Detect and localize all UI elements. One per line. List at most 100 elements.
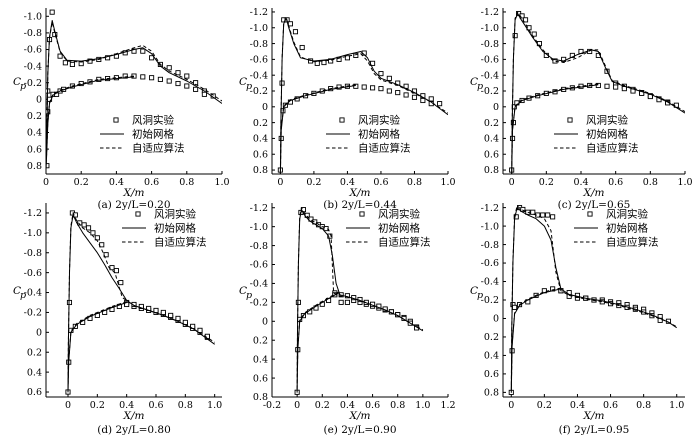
chart-panel-5: -1.2-1.0-0.8-0.6-0.4-0.200.20.40.60.8-0.…: [239, 203, 456, 436]
experiment-point: [376, 303, 382, 309]
x-tick-label: 0: [65, 400, 71, 411]
x-axis-label: X/m: [349, 187, 371, 199]
y-tick-label: -1.2: [481, 203, 499, 214]
experiment-point: [428, 96, 434, 102]
y-tick-label: 0: [36, 328, 42, 339]
experiment-point: [378, 86, 384, 92]
legend-label-experiment: 风洞实验: [378, 208, 420, 221]
legend-label-experiment: 风洞实验: [154, 208, 196, 221]
x-axis-label: X/m: [583, 187, 605, 199]
experiment-point: [46, 109, 51, 115]
y-axis-label: C: [13, 285, 21, 297]
plot-area: [508, 205, 677, 395]
x-tick-label: 0.6: [373, 177, 388, 188]
x-tick-label: -0.2: [263, 400, 281, 411]
legend-marker-experiment: [359, 211, 365, 217]
y-tick-label: 0.6: [253, 373, 268, 384]
legend-label-adaptive: 自适应算法: [132, 142, 185, 155]
experiment-point: [420, 97, 426, 104]
experiment-point: [94, 235, 100, 241]
experiment-point: [550, 214, 556, 220]
experiment-point: [512, 33, 518, 39]
experiment-point: [540, 212, 546, 218]
legend-label-initial: 初始网格: [378, 222, 420, 235]
experiment-point: [344, 299, 350, 305]
y-axis-label: C: [470, 285, 478, 297]
legend-marker-experiment: [113, 117, 119, 123]
experiment-point: [149, 55, 155, 61]
y-tick-label: 0.2: [253, 118, 268, 129]
y-axis-label: C: [13, 76, 21, 88]
x-tick-label: 0.2: [306, 177, 321, 188]
y-tick-label: 0.8: [27, 161, 42, 172]
legend-label-initial: 初始网格: [154, 222, 196, 235]
panel-caption: (b) 2y/L=0.44: [323, 199, 397, 211]
x-tick-label: 0.8: [636, 400, 651, 411]
x-tick-label: 0.4: [570, 400, 585, 411]
experiment-point: [69, 61, 75, 67]
legend-label-initial: 初始网格: [132, 128, 174, 141]
legend-marker-experiment: [135, 211, 141, 217]
y-tick-label: -0.4: [481, 277, 499, 288]
y-tick-label: -1.0: [24, 228, 42, 239]
y-axis-label-subscript: p: [20, 290, 26, 301]
experiment-point: [109, 265, 115, 271]
experiment-point: [197, 327, 203, 333]
y-tick-label: -0.2: [481, 295, 499, 306]
panel-caption: (e) 2y/L=0.90: [323, 424, 396, 436]
x-tick-label: 0.8: [407, 177, 422, 188]
x-tick-label: 0.2: [537, 400, 552, 411]
x-tick-label: 0: [294, 400, 300, 411]
experiment-point: [149, 75, 155, 81]
y-tick-label: -0.8: [24, 248, 42, 259]
chart-panel-2: -1.2 -1.0 -0.8 -0.6 -0.4 -0.2 0 0.2 0.4 0.6 0.8 0 0.…: [239, 7, 456, 211]
x-tick-label: 0.4: [109, 177, 124, 188]
x-tick-label: 1.0: [677, 177, 692, 188]
x-tick-label: 0.8: [179, 177, 194, 188]
experiment-point: [85, 225, 92, 231]
y-tick-label: 0.8: [253, 392, 268, 403]
initial-grid-line: [67, 214, 215, 393]
y-tick-label: 0.8: [253, 165, 268, 176]
y-tick-label: -0.4: [481, 70, 499, 81]
legend-marker-experiment: [339, 117, 345, 123]
x-tick-label: 0.8: [643, 177, 658, 188]
experiment-point: [299, 44, 305, 51]
adaptive-line: [67, 212, 215, 391]
x-tick-label: 0.4: [340, 177, 355, 188]
experiment-point: [292, 29, 299, 35]
experiment-point: [193, 86, 199, 92]
adaptive-line: [279, 17, 448, 173]
initial-grid-line: [279, 17, 448, 174]
y-tick-label: -0.8: [481, 39, 499, 50]
plot-area: [65, 210, 215, 395]
y-tick-label: -0.8: [481, 240, 499, 251]
x-tick-label: 0.6: [608, 177, 623, 188]
y-tick-label: 0: [262, 316, 268, 327]
experiment-point: [46, 163, 50, 169]
experiment-point: [338, 299, 344, 305]
y-tick-label: -0.6: [481, 55, 499, 66]
x-tick-label: 0.8: [178, 400, 193, 411]
y-tick-label: -0.6: [24, 45, 42, 56]
experiment-point: [314, 60, 320, 66]
y-tick-label: 0.2: [27, 347, 42, 358]
experiment-point: [168, 312, 174, 318]
x-axis-label: X/m: [123, 187, 145, 199]
panel-caption: (c) 2y/L=0.65: [558, 199, 631, 211]
experiment-point: [512, 304, 518, 310]
experiment-point: [184, 73, 190, 79]
x-tick-label: 0.4: [573, 177, 588, 188]
y-tick-label: 0.4: [27, 367, 42, 378]
legend-label-initial: 初始网格: [586, 128, 628, 141]
y-axis-label-subscript: p: [246, 81, 252, 92]
y-tick-label: 0: [262, 102, 268, 113]
experiment-point: [160, 309, 166, 315]
experiment-point: [344, 55, 350, 61]
x-tick-label: 0.2: [315, 400, 330, 411]
y-tick-label: 0.4: [484, 351, 499, 362]
y-tick-label: -0.4: [250, 279, 268, 290]
x-tick-label: 0.2: [74, 177, 89, 188]
